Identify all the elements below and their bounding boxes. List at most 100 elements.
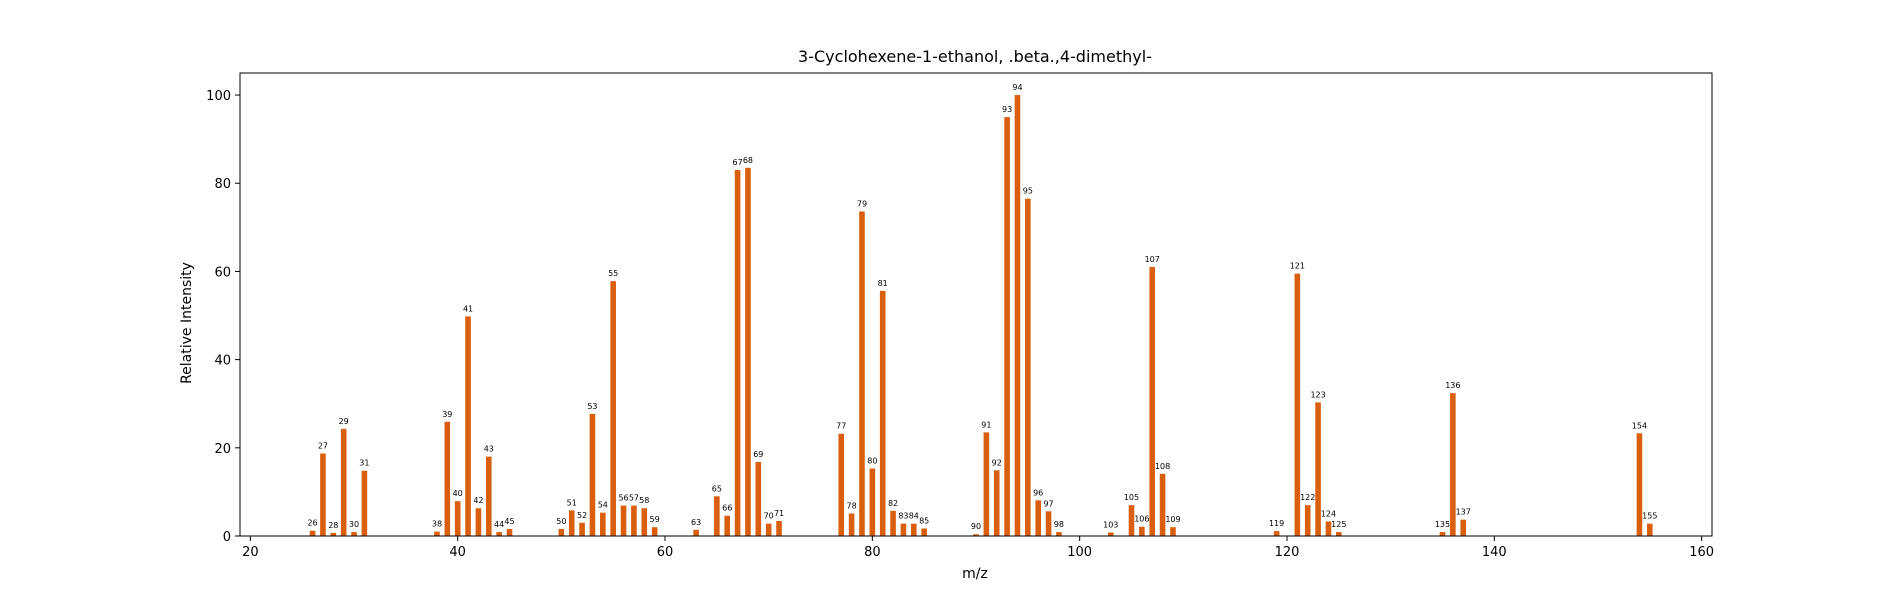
bar-label-mz-79: 79	[857, 199, 867, 208]
bar-mz-44	[496, 532, 502, 536]
bar-label-mz-56: 56	[618, 494, 628, 503]
bar-label-mz-27: 27	[318, 442, 328, 451]
bar-mz-77	[838, 433, 845, 536]
bar-label-mz-93: 93	[1002, 105, 1012, 114]
bar-label-mz-54: 54	[598, 501, 608, 510]
bar-mz-121	[1294, 273, 1301, 536]
bar-label-mz-107: 107	[1145, 255, 1160, 264]
bar-mz-59	[651, 527, 658, 536]
x-tick-label: 160	[1689, 545, 1714, 560]
bar-label-mz-91: 91	[981, 420, 991, 429]
x-axis: 20 40 60 80 100 120 140 160	[242, 536, 1714, 560]
bar-label-mz-41: 41	[463, 304, 473, 313]
bar-mz-54	[600, 512, 606, 536]
bar-label-mz-29: 29	[339, 417, 349, 426]
bar-mz-107	[1149, 267, 1156, 536]
bar-mz-45	[506, 528, 513, 536]
bar-mz-69	[755, 461, 762, 536]
bar-label-mz-154: 154	[1632, 421, 1647, 430]
bar-mz-50	[558, 528, 565, 536]
bar-mz-78	[848, 513, 855, 536]
y-tick-label: 60	[214, 265, 231, 280]
bar-label-mz-66: 66	[722, 504, 732, 513]
bar-label-mz-53: 53	[587, 402, 597, 411]
bars-group	[309, 95, 1653, 537]
bar-label-mz-97: 97	[1043, 499, 1053, 508]
bar-label-mz-136: 136	[1445, 381, 1460, 390]
x-tick-label: 80	[864, 545, 881, 560]
bar-mz-41	[465, 316, 471, 536]
bar-mz-29	[340, 428, 347, 536]
bar-mz-94	[1014, 95, 1021, 537]
bar-mz-65	[714, 496, 720, 536]
bar-label-mz-58: 58	[639, 496, 649, 505]
bar-mz-52	[579, 522, 585, 536]
x-tick-label: 120	[1275, 545, 1300, 560]
bar-label-mz-155: 155	[1642, 512, 1657, 521]
bar-label-mz-38: 38	[432, 520, 442, 529]
bar-mz-97	[1045, 511, 1052, 536]
y-axis: 0 20 40 60 80 100	[206, 89, 240, 545]
bar-label-mz-119: 119	[1269, 519, 1284, 528]
bar-label-mz-70: 70	[764, 512, 774, 521]
bar-mz-66	[724, 515, 731, 536]
bar-mz-95	[1025, 198, 1031, 537]
bar-label-mz-39: 39	[442, 410, 452, 419]
bar-label-mz-90: 90	[971, 522, 981, 531]
bar-mz-84	[911, 523, 917, 536]
bar-label-mz-85: 85	[919, 517, 929, 526]
x-tick-label: 40	[449, 545, 466, 560]
bar-mz-109	[1170, 527, 1176, 536]
bar-label-mz-106: 106	[1134, 515, 1149, 524]
x-axis-label: m/z	[962, 566, 988, 582]
bar-label-mz-81: 81	[878, 279, 888, 288]
bar-label-mz-82: 82	[888, 499, 898, 508]
bar-mz-53	[589, 413, 596, 536]
bar-mz-83	[900, 523, 907, 536]
bar-mz-90	[973, 534, 979, 536]
chart-title: 3-Cyclohexene-1-ethanol, .beta.,4-dimeth…	[798, 47, 1152, 66]
bar-mz-92	[993, 470, 1000, 536]
bar-label-mz-80: 80	[867, 457, 877, 466]
bar-label-mz-51: 51	[567, 498, 577, 507]
bar-mz-125	[1336, 532, 1342, 536]
bar-mz-93	[1004, 117, 1010, 536]
bar-mz-81	[879, 290, 886, 536]
bar-mz-106	[1139, 526, 1145, 536]
bar-mz-56	[620, 505, 627, 536]
bar-mz-51	[568, 510, 575, 536]
bar-label-mz-122: 122	[1300, 493, 1315, 502]
bar-label-mz-63: 63	[691, 518, 701, 527]
bar-label-mz-121: 121	[1290, 262, 1305, 271]
bar-mz-96	[1035, 500, 1041, 536]
bar-mz-98	[1056, 532, 1062, 536]
bar-mz-105	[1128, 505, 1135, 536]
bar-label-mz-83: 83	[898, 512, 908, 521]
bar-mz-103	[1107, 532, 1114, 536]
x-tick-label: 20	[242, 545, 259, 560]
bar-mz-31	[361, 470, 368, 536]
bar-label-mz-109: 109	[1165, 515, 1180, 524]
bar-mz-154	[1636, 433, 1643, 536]
bar-mz-71	[776, 521, 782, 536]
bar-mz-70	[765, 523, 772, 536]
bar-label-mz-96: 96	[1033, 488, 1043, 497]
bar-mz-38	[434, 531, 440, 536]
plot-frame	[239, 72, 1713, 537]
bar-label-mz-137: 137	[1456, 508, 1471, 517]
bar-mz-155	[1647, 523, 1653, 536]
bar-mz-43	[485, 456, 492, 536]
bar-label-mz-98: 98	[1054, 520, 1064, 529]
bar-mz-42	[475, 508, 482, 536]
bar-mz-26	[309, 530, 316, 536]
bar-mz-40	[454, 501, 461, 536]
y-tick-label: 80	[214, 177, 231, 192]
bar-mz-108	[1159, 473, 1166, 536]
y-tick-label: 20	[214, 442, 231, 457]
x-tick-label: 100	[1067, 545, 1092, 560]
bar-mz-119	[1273, 531, 1280, 536]
bar-label-mz-52: 52	[577, 511, 587, 520]
bar-label-mz-57: 57	[629, 494, 639, 503]
bar-mz-122	[1304, 505, 1311, 536]
